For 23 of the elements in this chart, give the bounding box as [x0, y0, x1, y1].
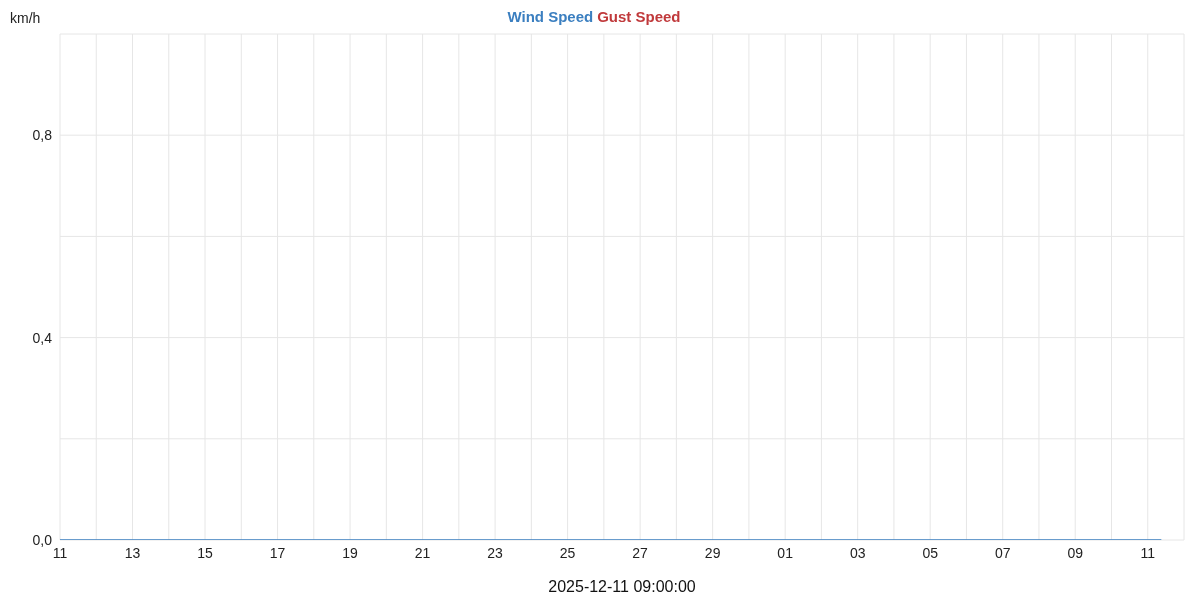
x-tick-label: 19 [342, 544, 359, 561]
text: Wind Speed [507, 8, 594, 25]
x-tick-label: 15 [197, 544, 214, 561]
x-tick-label: 01 [777, 544, 794, 561]
x-tick-label: 27 [632, 544, 649, 561]
y-tick-label: 0,4 [32, 329, 53, 346]
x-tick-label: 21 [414, 544, 431, 561]
x-tick-label: 03 [849, 544, 866, 561]
legend-label: Gust Speed [597, 8, 681, 25]
y-tick-label: 0,8 [32, 127, 53, 144]
x-tick-label: 09 [1067, 544, 1084, 561]
y-tick-label: 0,0 [32, 531, 53, 548]
x-axis-title: 2025-12-11 09:00:00 [548, 578, 696, 595]
x-tick-label: 11 [1140, 544, 1156, 561]
x-tick-label: 23 [487, 544, 504, 561]
x-tick-label: 11 [52, 544, 68, 561]
x-tick-label: 05 [922, 544, 939, 561]
y-axis-title: km/h [10, 10, 41, 26]
x-tick-label: 25 [559, 544, 576, 561]
x-tick-label: 07 [994, 544, 1011, 561]
x-tick-label: 29 [704, 544, 721, 561]
x-tick-label: 13 [124, 544, 141, 561]
x-tick-label: 17 [269, 544, 286, 561]
